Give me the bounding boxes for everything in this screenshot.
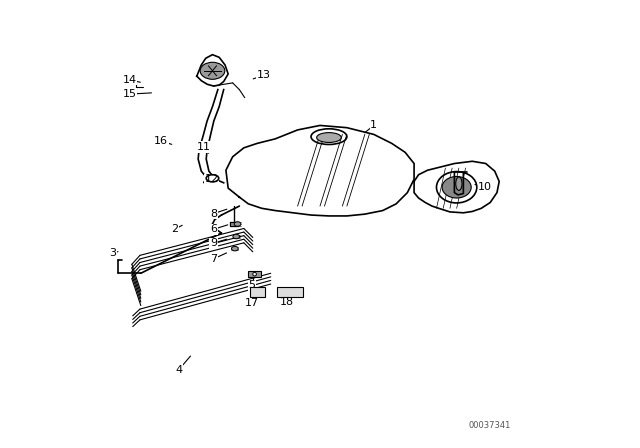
Text: 10: 10: [478, 182, 492, 192]
Circle shape: [253, 272, 257, 276]
Ellipse shape: [234, 222, 241, 226]
Text: 3: 3: [109, 248, 116, 258]
Ellipse shape: [200, 62, 225, 79]
Text: 2: 2: [171, 224, 178, 234]
Text: 18: 18: [279, 297, 294, 307]
Text: 5: 5: [248, 280, 255, 290]
Text: 4: 4: [175, 365, 182, 375]
Text: 1: 1: [371, 121, 377, 130]
Ellipse shape: [317, 133, 341, 142]
Text: 13: 13: [257, 70, 271, 80]
Ellipse shape: [232, 246, 238, 251]
Polygon shape: [226, 125, 414, 216]
FancyBboxPatch shape: [276, 287, 303, 297]
Text: 8: 8: [210, 209, 217, 219]
Text: 6: 6: [210, 224, 217, 234]
Text: 9: 9: [210, 238, 217, 248]
FancyBboxPatch shape: [248, 271, 261, 277]
Text: 15: 15: [123, 89, 136, 99]
Text: 12: 12: [205, 174, 219, 184]
Ellipse shape: [442, 177, 471, 198]
Text: 00037341: 00037341: [468, 421, 511, 430]
Text: 11: 11: [196, 142, 211, 152]
Ellipse shape: [233, 234, 239, 239]
Ellipse shape: [456, 177, 462, 190]
Polygon shape: [230, 222, 239, 226]
Polygon shape: [197, 55, 228, 86]
Text: 7: 7: [210, 254, 217, 264]
Polygon shape: [414, 161, 499, 213]
Text: 14: 14: [122, 75, 137, 85]
FancyBboxPatch shape: [250, 287, 265, 297]
Text: 17: 17: [245, 298, 259, 308]
Text: 16: 16: [154, 136, 168, 146]
